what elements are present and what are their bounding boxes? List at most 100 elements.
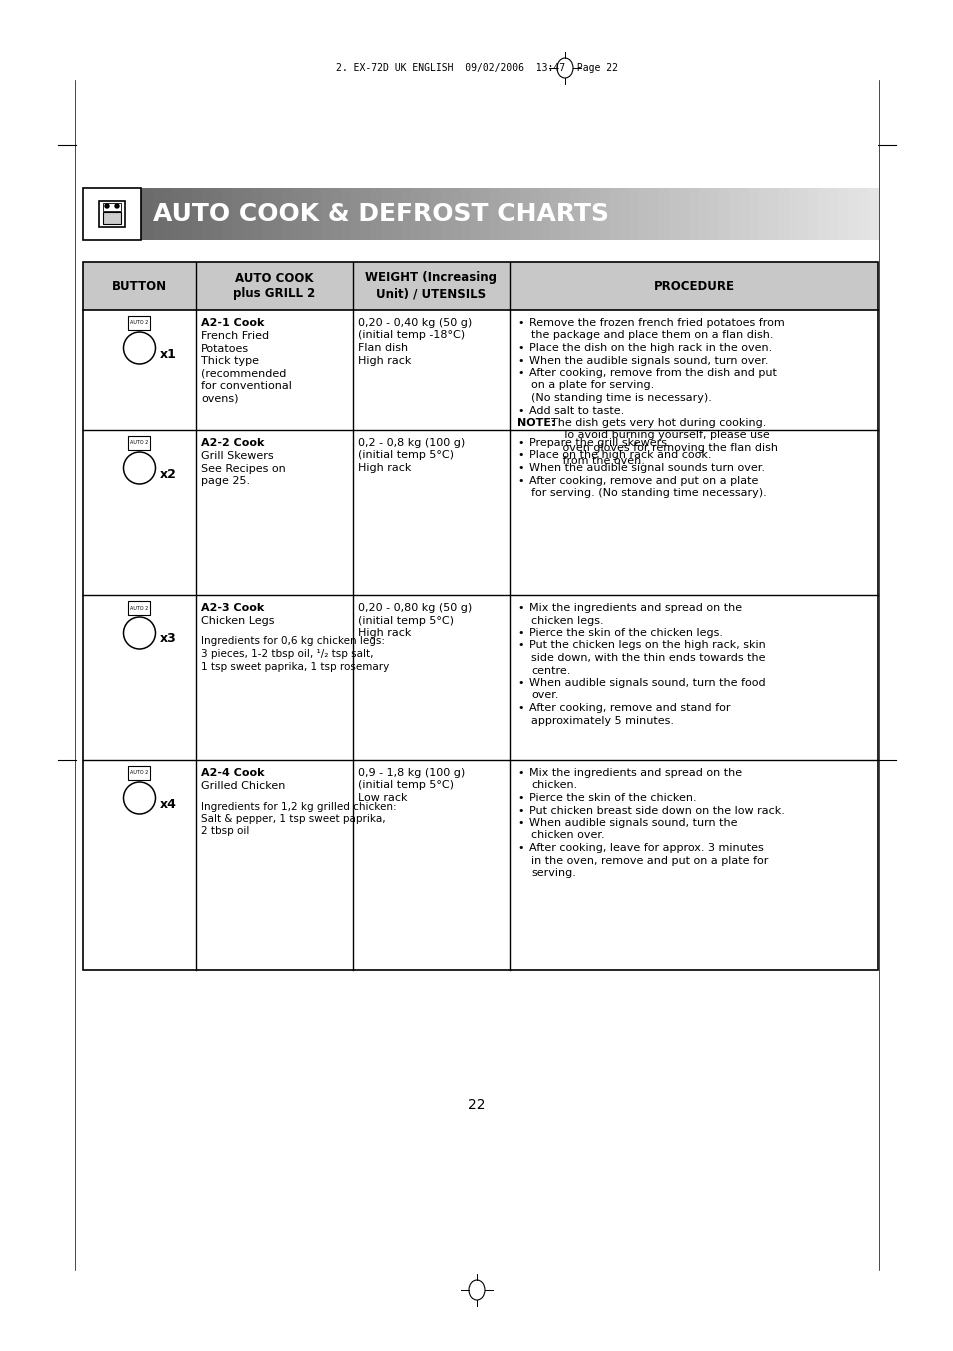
Bar [281, 188, 293, 240]
Bar [579, 188, 590, 240]
Bar [788, 188, 799, 240]
Text: Put the chicken legs on the high rack, skin: Put the chicken legs on the high rack, s… [529, 640, 765, 650]
Bar [132, 188, 144, 240]
Text: AUTO 2: AUTO 2 [131, 440, 149, 446]
Bar [519, 188, 531, 240]
Circle shape [123, 782, 155, 815]
Bar [807, 188, 819, 240]
Bar [500, 188, 511, 240]
Bar [798, 188, 808, 240]
Text: chicken legs.: chicken legs. [531, 616, 603, 626]
Text: High rack: High rack [357, 628, 411, 638]
Text: AUTO COOK & DEFROST CHARTS: AUTO COOK & DEFROST CHARTS [152, 203, 608, 226]
Bar [272, 188, 282, 240]
Text: •: • [517, 355, 523, 366]
Bar [292, 188, 302, 240]
Bar [539, 188, 551, 240]
Text: from the oven.: from the oven. [531, 455, 644, 466]
Bar [550, 188, 560, 240]
Text: After cooking, remove from the dish and put: After cooking, remove from the dish and … [529, 367, 776, 378]
Text: the package and place them on a flan dish.: the package and place them on a flan dis… [531, 331, 773, 340]
Bar [391, 188, 401, 240]
Bar [129, 436, 151, 450]
Text: (initial temp -18°C): (initial temp -18°C) [357, 331, 465, 340]
Text: Place the dish on the high rack in the oven.: Place the dish on the high rack in the o… [529, 343, 771, 353]
Text: (initial temp 5°C): (initial temp 5°C) [357, 450, 454, 461]
Bar [103, 188, 113, 240]
Text: ovens): ovens) [201, 393, 238, 404]
Text: 2. EX-72D UK ENGLISH  09/02/2006  13:47  Page 22: 2. EX-72D UK ENGLISH 09/02/2006 13:47 Pa… [335, 63, 618, 73]
Bar [480, 188, 491, 240]
Text: Mix the ingredients and spread on the: Mix the ingredients and spread on the [529, 603, 741, 613]
Text: AUTO 2: AUTO 2 [131, 320, 149, 326]
Text: over.: over. [531, 690, 558, 701]
Text: •: • [517, 703, 523, 713]
Text: A2-3 Cook: A2-3 Cook [201, 603, 264, 613]
Bar [431, 188, 441, 240]
Text: •: • [517, 405, 523, 416]
Bar [182, 188, 193, 240]
Text: page 25.: page 25. [201, 476, 250, 486]
Bar [400, 188, 412, 240]
Text: BUTTON: BUTTON [112, 280, 167, 293]
Text: Potatoes: Potatoes [201, 343, 249, 354]
Bar [202, 188, 213, 240]
Text: A2-2 Cook: A2-2 Cook [201, 438, 264, 449]
Circle shape [123, 332, 155, 363]
Bar [708, 188, 720, 240]
Bar [212, 188, 223, 240]
Bar [371, 188, 382, 240]
Text: •: • [517, 628, 523, 638]
Text: After cooking, leave for approx. 3 minutes: After cooking, leave for approx. 3 minut… [529, 843, 763, 852]
Text: Thick type: Thick type [201, 357, 258, 366]
Text: •: • [517, 793, 523, 802]
Text: •: • [517, 817, 523, 828]
Text: Pierce the skin of the chicken legs.: Pierce the skin of the chicken legs. [529, 628, 722, 638]
Bar [867, 188, 878, 240]
Bar [123, 188, 133, 240]
Text: •: • [517, 603, 523, 613]
Bar [143, 188, 153, 240]
Text: PROCEDURE: PROCEDURE [653, 280, 734, 293]
Bar [242, 188, 253, 240]
Text: Prepare the grill skewers.: Prepare the grill skewers. [529, 438, 670, 449]
Text: chicken over.: chicken over. [531, 831, 604, 840]
Bar [420, 188, 432, 240]
Text: for serving. (No standing time necessary).: for serving. (No standing time necessary… [531, 488, 766, 499]
Bar [589, 188, 600, 240]
Text: AUTO 2: AUTO 2 [131, 770, 149, 775]
Bar [381, 188, 392, 240]
Bar [649, 188, 659, 240]
Text: See Recipes on: See Recipes on [201, 463, 286, 473]
Text: •: • [517, 843, 523, 852]
Bar [659, 188, 670, 240]
Text: After cooking, remove and stand for: After cooking, remove and stand for [529, 703, 730, 713]
Text: 0,20 - 0,40 kg (50 g): 0,20 - 0,40 kg (50 g) [357, 317, 472, 328]
Text: in the oven, remove and put on a plate for: in the oven, remove and put on a plate f… [531, 855, 767, 866]
Text: Place on the high rack and cook.: Place on the high rack and cook. [529, 450, 711, 461]
Text: A2-1 Cook: A2-1 Cook [201, 317, 264, 328]
Text: AUTO COOK
plus GRILL 2: AUTO COOK plus GRILL 2 [233, 272, 315, 300]
Bar [629, 188, 639, 240]
Text: Flan dish: Flan dish [357, 343, 408, 353]
Bar [99, 201, 125, 227]
Text: Mix the ingredients and spread on the: Mix the ingredients and spread on the [529, 767, 741, 778]
Text: •: • [517, 450, 523, 461]
Text: French Fried: French Fried [201, 331, 269, 340]
Bar [172, 188, 183, 240]
Text: chicken.: chicken. [531, 781, 577, 790]
Text: When audible signals sound, turn the: When audible signals sound, turn the [529, 817, 737, 828]
Text: A2-4 Cook: A2-4 Cook [201, 767, 264, 778]
Bar [129, 316, 151, 330]
Text: WEIGHT (Increasing
Unit) / UTENSILS: WEIGHT (Increasing Unit) / UTENSILS [365, 272, 497, 300]
Text: (recommended: (recommended [201, 369, 286, 378]
Text: •: • [517, 767, 523, 778]
Circle shape [115, 204, 119, 208]
Bar [83, 188, 93, 240]
Bar [321, 188, 332, 240]
Bar [460, 188, 471, 240]
Bar [162, 188, 173, 240]
Bar [152, 188, 163, 240]
Text: Chicken Legs: Chicken Legs [201, 616, 274, 626]
Bar [619, 188, 630, 240]
